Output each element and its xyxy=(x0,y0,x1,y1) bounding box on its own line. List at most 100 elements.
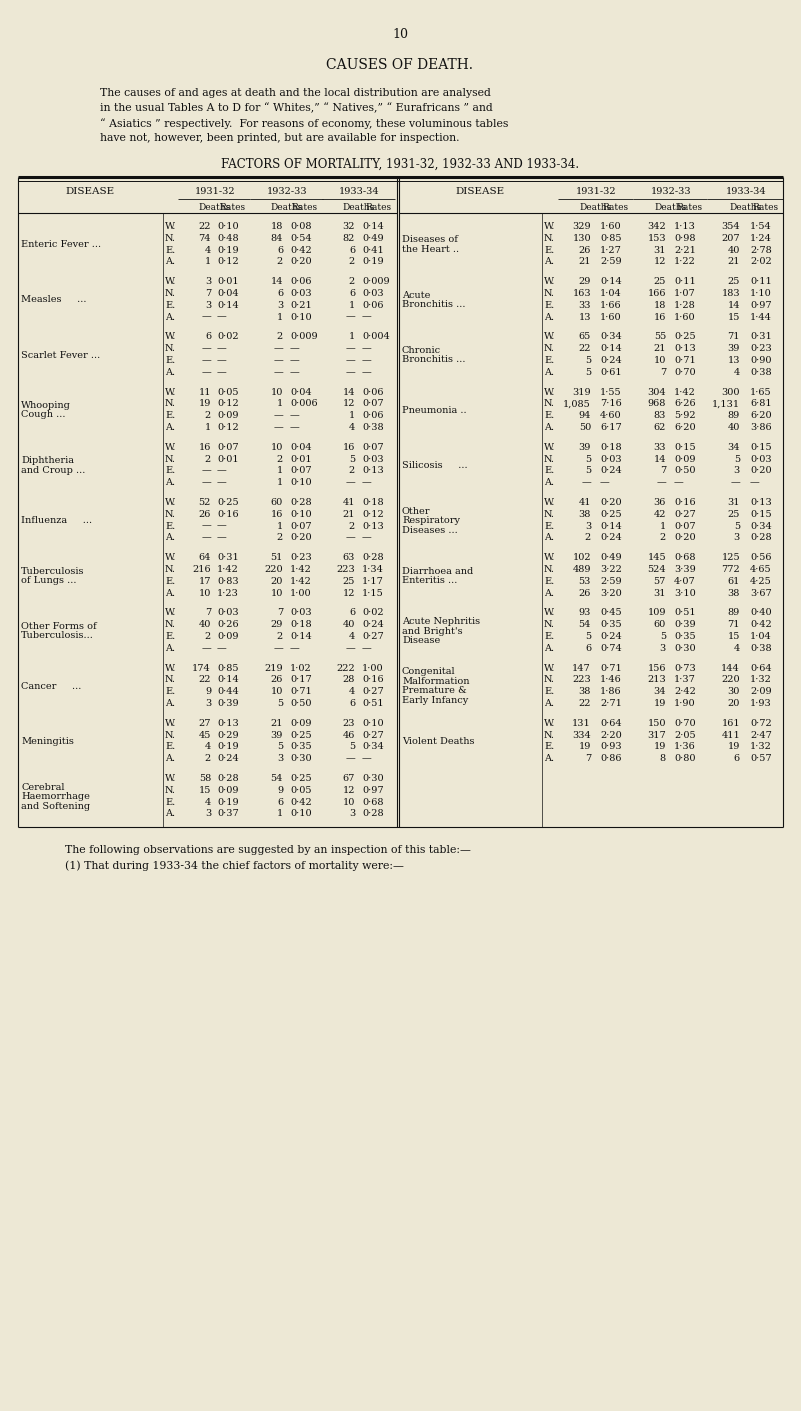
Text: 6·20: 6·20 xyxy=(750,411,771,420)
Text: 174: 174 xyxy=(192,663,211,673)
Text: 0·11: 0·11 xyxy=(674,277,696,286)
Text: 19: 19 xyxy=(654,698,666,708)
Text: 6: 6 xyxy=(349,289,355,298)
Text: E.: E. xyxy=(544,411,554,420)
Text: 2·21: 2·21 xyxy=(674,246,696,254)
Text: 4: 4 xyxy=(205,797,211,807)
Text: 3: 3 xyxy=(734,467,740,476)
Text: 0·51: 0·51 xyxy=(674,608,695,618)
Text: 0·34: 0·34 xyxy=(750,522,771,531)
Text: 21: 21 xyxy=(727,257,740,267)
Text: The following observations are suggested by an inspection of this table:—: The following observations are suggested… xyxy=(65,845,471,855)
Text: 0·009: 0·009 xyxy=(362,277,389,286)
Text: 0·37: 0·37 xyxy=(217,810,239,818)
Text: 2: 2 xyxy=(277,454,283,464)
Text: A.: A. xyxy=(165,533,175,542)
Text: 14: 14 xyxy=(727,301,740,310)
Text: 0·12: 0·12 xyxy=(217,257,239,267)
Text: 1·60: 1·60 xyxy=(600,222,622,231)
Text: 0·01: 0·01 xyxy=(217,454,239,464)
Text: 7: 7 xyxy=(660,368,666,377)
Text: A.: A. xyxy=(165,810,175,818)
Text: 54: 54 xyxy=(578,621,591,629)
Text: —: — xyxy=(362,313,372,322)
Text: 5: 5 xyxy=(660,632,666,641)
Text: 0·86: 0·86 xyxy=(600,755,622,763)
Text: 6: 6 xyxy=(349,246,355,254)
Text: 0·57: 0·57 xyxy=(750,755,771,763)
Text: 74: 74 xyxy=(199,234,211,243)
Text: 0·61: 0·61 xyxy=(600,368,622,377)
Text: 0·05: 0·05 xyxy=(290,786,312,794)
Text: 17: 17 xyxy=(199,577,211,586)
Text: Rates: Rates xyxy=(752,203,779,212)
Text: Deaths: Deaths xyxy=(580,203,612,212)
Text: W.: W. xyxy=(544,498,555,507)
Text: 1·42: 1·42 xyxy=(674,388,696,396)
Text: 38: 38 xyxy=(578,509,591,519)
Text: W.: W. xyxy=(165,775,176,783)
Text: 1·22: 1·22 xyxy=(674,257,696,267)
Text: 20: 20 xyxy=(271,577,283,586)
Text: —: — xyxy=(217,643,227,653)
Text: 2: 2 xyxy=(205,454,211,464)
Text: 0·20: 0·20 xyxy=(600,498,622,507)
Text: 18: 18 xyxy=(271,222,283,231)
Text: 26: 26 xyxy=(578,246,591,254)
Text: 1·66: 1·66 xyxy=(600,301,622,310)
Text: 0·11: 0·11 xyxy=(750,277,771,286)
Text: 9: 9 xyxy=(277,786,283,794)
Text: 0·41: 0·41 xyxy=(362,246,384,254)
Text: 10: 10 xyxy=(654,356,666,365)
Text: —: — xyxy=(201,356,211,365)
Text: —: — xyxy=(273,423,283,432)
Text: 41: 41 xyxy=(343,498,355,507)
Text: 0·28: 0·28 xyxy=(290,498,312,507)
Text: 0·45: 0·45 xyxy=(600,608,622,618)
Text: —: — xyxy=(201,643,211,653)
Text: E.: E. xyxy=(544,632,554,641)
Text: 222: 222 xyxy=(336,663,355,673)
Text: 38: 38 xyxy=(727,588,740,598)
Text: 219: 219 xyxy=(264,663,283,673)
Text: 30: 30 xyxy=(727,687,740,696)
Text: 6: 6 xyxy=(349,698,355,708)
Text: 0·35: 0·35 xyxy=(674,632,695,641)
Text: 1·04: 1·04 xyxy=(600,289,622,298)
Text: 0·10: 0·10 xyxy=(290,810,312,818)
Text: 0·72: 0·72 xyxy=(750,718,771,728)
Text: 0·24: 0·24 xyxy=(600,632,622,641)
Text: 8: 8 xyxy=(660,755,666,763)
Text: 1: 1 xyxy=(277,313,283,322)
Text: W.: W. xyxy=(165,277,176,286)
Text: Meningitis: Meningitis xyxy=(21,737,74,746)
Text: 31: 31 xyxy=(654,246,666,254)
Text: 0·09: 0·09 xyxy=(217,411,239,420)
Text: 1·90: 1·90 xyxy=(674,698,695,708)
Text: —: — xyxy=(217,522,227,531)
Text: Bronchitis ...: Bronchitis ... xyxy=(402,356,465,364)
Text: 102: 102 xyxy=(573,553,591,562)
Text: Deaths: Deaths xyxy=(654,203,686,212)
Text: 4: 4 xyxy=(348,632,355,641)
Text: 0·04: 0·04 xyxy=(217,289,239,298)
Text: 1·93: 1·93 xyxy=(750,698,771,708)
Text: E.: E. xyxy=(165,467,175,476)
Text: 216: 216 xyxy=(192,564,211,574)
Text: Deaths: Deaths xyxy=(199,203,231,212)
Text: 6·81: 6·81 xyxy=(750,399,771,408)
Text: —: — xyxy=(750,478,760,487)
Text: E.: E. xyxy=(544,577,554,586)
Text: 89: 89 xyxy=(728,608,740,618)
Text: 0·04: 0·04 xyxy=(290,388,312,396)
Text: 5: 5 xyxy=(277,742,283,752)
Text: 0·10: 0·10 xyxy=(290,478,312,487)
Text: 53: 53 xyxy=(578,577,591,586)
Text: A.: A. xyxy=(544,643,554,653)
Text: 54: 54 xyxy=(271,775,283,783)
Text: 0·15: 0·15 xyxy=(750,443,771,452)
Text: 1·07: 1·07 xyxy=(674,289,696,298)
Text: N.: N. xyxy=(544,509,555,519)
Text: 0·16: 0·16 xyxy=(674,498,695,507)
Text: N.: N. xyxy=(165,564,176,574)
